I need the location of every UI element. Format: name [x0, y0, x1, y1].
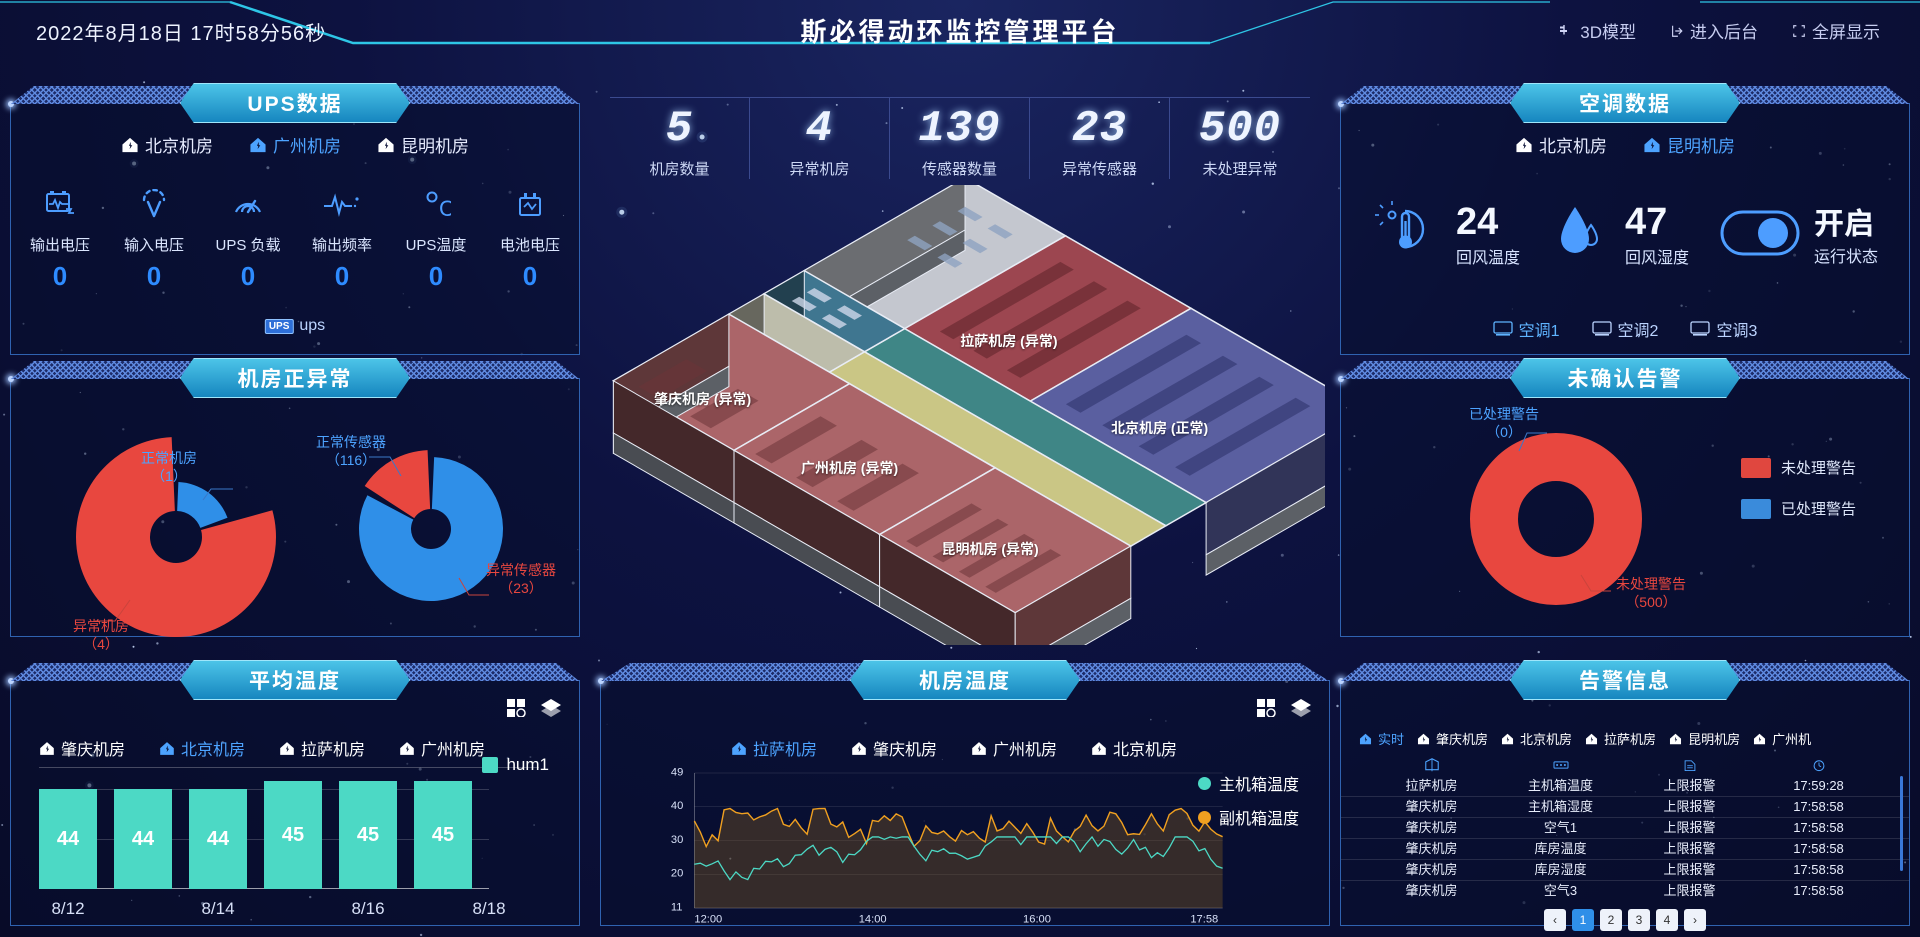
svg-text:40: 40	[671, 800, 683, 812]
svg-text:17:58: 17:58	[1190, 914, 1218, 926]
svg-text:11: 11	[671, 901, 683, 913]
svg-text:49: 49	[671, 766, 683, 778]
svg-text:12:00: 12:00	[694, 914, 722, 926]
svg-text:30: 30	[671, 834, 683, 846]
svg-text:14:00: 14:00	[859, 914, 887, 926]
svg-text:20: 20	[671, 868, 683, 880]
svg-text:16:00: 16:00	[1023, 914, 1051, 926]
svg-text:C: C	[439, 196, 451, 221]
